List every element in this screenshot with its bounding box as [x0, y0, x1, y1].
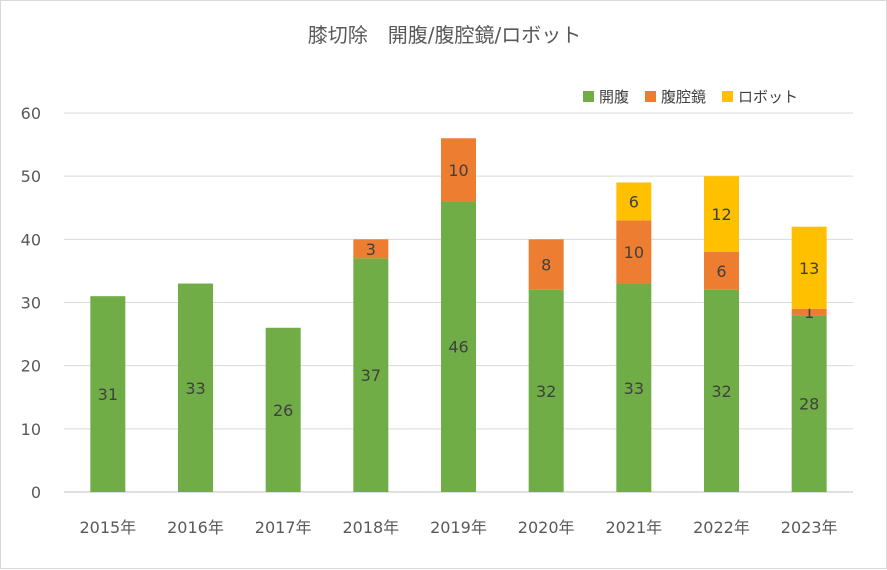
bar-segment — [528, 289, 564, 492]
legend-item-kaifuku: 開腹 — [583, 86, 629, 107]
data-label: 12 — [711, 205, 731, 224]
data-label: 31 — [98, 385, 118, 404]
legend-label-robot: ロボット — [738, 87, 799, 106]
y-tick-label: 0 — [31, 483, 41, 502]
x-tick-label: 2020年 — [518, 518, 575, 537]
y-tick-label: 60 — [21, 104, 41, 123]
data-label: 28 — [799, 395, 819, 414]
bar-segment — [791, 315, 827, 492]
data-label: 32 — [711, 382, 731, 401]
bar-segment — [528, 239, 564, 290]
data-label: 10 — [448, 161, 468, 180]
x-tick-label: 2023年 — [781, 518, 838, 537]
x-tick-label: 2016年 — [167, 518, 224, 537]
x-tick-label: 2021年 — [605, 518, 662, 537]
bar-segment — [704, 289, 739, 492]
data-label: 46 — [448, 338, 468, 357]
data-label: 6 — [716, 262, 726, 281]
chart-title: 膝切除 開腹/腹腔鏡/ロボット — [307, 23, 582, 47]
x-tick-label: 2019年 — [430, 518, 487, 537]
data-label: 13 — [799, 259, 819, 278]
data-label: 37 — [361, 366, 381, 385]
bar-segment — [441, 138, 476, 202]
y-tick-label: 20 — [21, 357, 41, 376]
y-tick-label: 50 — [21, 167, 41, 186]
bar-segment — [791, 226, 827, 309]
y-tick-label: 30 — [21, 294, 41, 313]
data-label: 33 — [624, 379, 644, 398]
x-tick-label: 2018年 — [342, 518, 399, 537]
data-label: 10 — [624, 243, 644, 262]
bar-segment — [353, 239, 389, 259]
legend-swatch-kaifuku — [583, 90, 594, 102]
bar-segment — [704, 251, 739, 290]
legend-swatch-robot — [722, 90, 734, 102]
legend: 開腹 腹腔鏡 ロボット — [583, 85, 798, 107]
y-tick-label: 10 — [21, 420, 41, 439]
data-label: 3 — [366, 240, 376, 259]
legend-item-fukukukyo: 腹腔鏡 — [645, 86, 706, 107]
bar-segment — [441, 201, 476, 492]
x-tick-label: 2015年 — [79, 518, 136, 537]
bar-segment — [353, 258, 389, 492]
legend-item-robot: ロボット — [722, 86, 798, 107]
x-tick-label: 2017年 — [255, 518, 312, 537]
bar-segment — [616, 182, 652, 221]
data-label: 33 — [185, 379, 205, 398]
data-label: 8 — [541, 256, 551, 275]
bar-segment — [265, 327, 301, 492]
data-label: 6 — [629, 192, 639, 211]
y-tick-label: 40 — [21, 230, 41, 249]
legend-label-kaifuku: 開腹 — [599, 87, 630, 106]
legend-label-fukukukyo: 腹腔鏡 — [661, 87, 707, 106]
bar-segment — [90, 296, 126, 492]
data-label: 1 — [804, 303, 814, 322]
bar-segment — [616, 220, 652, 284]
bar-segment — [704, 176, 739, 252]
bar-segment — [791, 308, 827, 316]
x-tick-label: 2022年 — [693, 518, 750, 537]
data-label: 26 — [273, 401, 293, 420]
bar-segment — [178, 283, 213, 492]
data-label: 32 — [536, 382, 556, 401]
legend-swatch-fukukukyo — [645, 90, 657, 102]
bar-segment — [616, 283, 652, 492]
